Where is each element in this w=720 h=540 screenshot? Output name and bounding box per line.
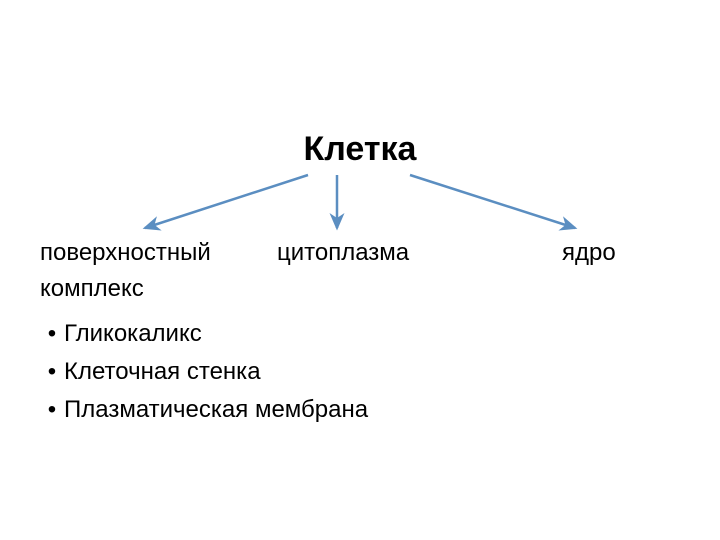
arrow-right — [410, 175, 575, 228]
diagram-title: Клетка — [0, 130, 720, 169]
list-item: • Плазматическая мембрана — [40, 396, 368, 424]
bullet-text: Гликокаликс — [64, 320, 202, 348]
bullet-marker-icon: • — [40, 358, 64, 386]
branch-middle: цитоплазма — [277, 239, 409, 267]
list-item: • Гликокаликс — [40, 320, 368, 348]
bullet-text: Плазматическая мембрана — [64, 396, 368, 424]
arrows-svg — [0, 0, 720, 540]
bullet-text: Клеточная стенка — [64, 358, 261, 386]
bullet-marker-icon: • — [40, 396, 64, 424]
bullet-marker-icon: • — [40, 320, 64, 348]
branch-right: ядро — [562, 239, 616, 267]
branch-left-line1: поверхностный — [40, 239, 211, 267]
list-item: • Клеточная стенка — [40, 358, 368, 386]
branch-left-line2: комплекс — [40, 275, 144, 303]
arrow-left — [145, 175, 308, 228]
bullet-list: • Гликокаликс • Клеточная стенка • Плазм… — [40, 320, 368, 434]
